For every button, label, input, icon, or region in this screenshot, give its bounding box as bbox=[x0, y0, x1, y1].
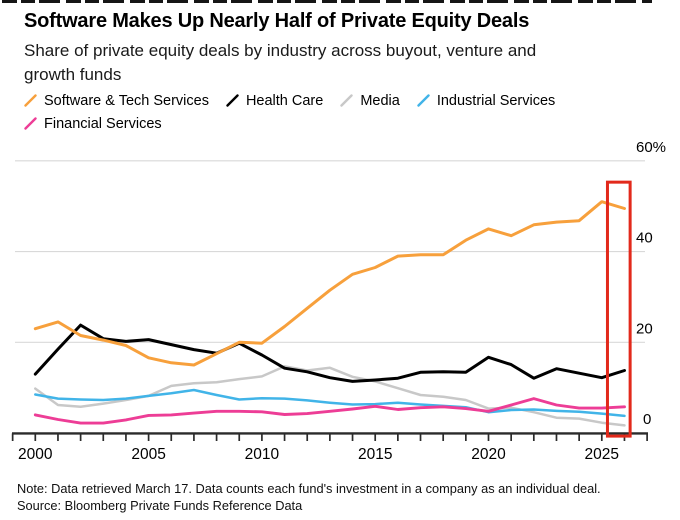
legend-item-software-tech-services: Software & Tech Services bbox=[24, 90, 209, 111]
legend-item-industrial-services: Industrial Services bbox=[417, 90, 555, 111]
y-tick-label-0: 0 bbox=[643, 411, 651, 428]
y-tick-label-20: 20 bbox=[636, 320, 653, 337]
legend-slash-icon bbox=[417, 94, 430, 107]
legend-item-financial-services: Financial Services bbox=[24, 113, 162, 134]
footer: Note: Data retrieved March 17. Data coun… bbox=[17, 480, 601, 514]
subtitle-line-2: growth funds bbox=[24, 65, 122, 84]
y-tick-label-40: 40 bbox=[636, 230, 653, 247]
legend-label: Software & Tech Services bbox=[44, 92, 209, 109]
series-line-financial-services bbox=[33, 397, 626, 425]
legend-label: Industrial Services bbox=[436, 92, 556, 109]
series-line-health-care bbox=[33, 323, 626, 383]
x-tick-label-2005: 2005 bbox=[131, 446, 165, 463]
y-tick-label-60: 60% bbox=[636, 139, 666, 156]
series-line-software-tech-services bbox=[33, 200, 626, 367]
legend-label: Media bbox=[360, 92, 400, 109]
legend-slash-icon bbox=[24, 117, 37, 130]
legend-slash-icon bbox=[340, 94, 354, 107]
legend-item-health-care: Health Care bbox=[226, 90, 323, 111]
chart-title: Software Makes Up Nearly Half of Private… bbox=[24, 10, 530, 32]
x-tick-label-2025: 2025 bbox=[585, 446, 619, 463]
cropped-text-artifact bbox=[2, 0, 652, 3]
legend-label: Health Care bbox=[245, 92, 324, 109]
footer-source: Source: Bloomberg Private Funds Referenc… bbox=[17, 498, 303, 513]
chart-subtitle: Share of private equity deals by industr… bbox=[24, 39, 654, 87]
footer-note: Note: Data retrieved March 17. Data coun… bbox=[17, 481, 601, 496]
legend-slash-icon bbox=[226, 94, 239, 107]
series-line-media bbox=[34, 365, 626, 427]
legend: Software & Tech Services Health Care Media… bbox=[24, 90, 634, 134]
subtitle-line-1: Share of private equity deals by industr… bbox=[24, 41, 537, 60]
legend-label: Financial Services bbox=[44, 115, 162, 132]
highlight-box bbox=[605, 180, 632, 438]
x-tick-label-2010: 2010 bbox=[245, 446, 280, 463]
header: Software Makes Up Nearly Half of Private… bbox=[24, 9, 654, 87]
x-tick-label-2015: 2015 bbox=[358, 446, 392, 463]
legend-item-media: Media bbox=[340, 90, 400, 111]
legend-slash-icon bbox=[24, 94, 37, 107]
x-tick-label-2000: 2000 bbox=[18, 446, 53, 463]
series-line-industrial-services bbox=[34, 388, 626, 418]
x-tick-label-2020: 2020 bbox=[471, 446, 506, 463]
